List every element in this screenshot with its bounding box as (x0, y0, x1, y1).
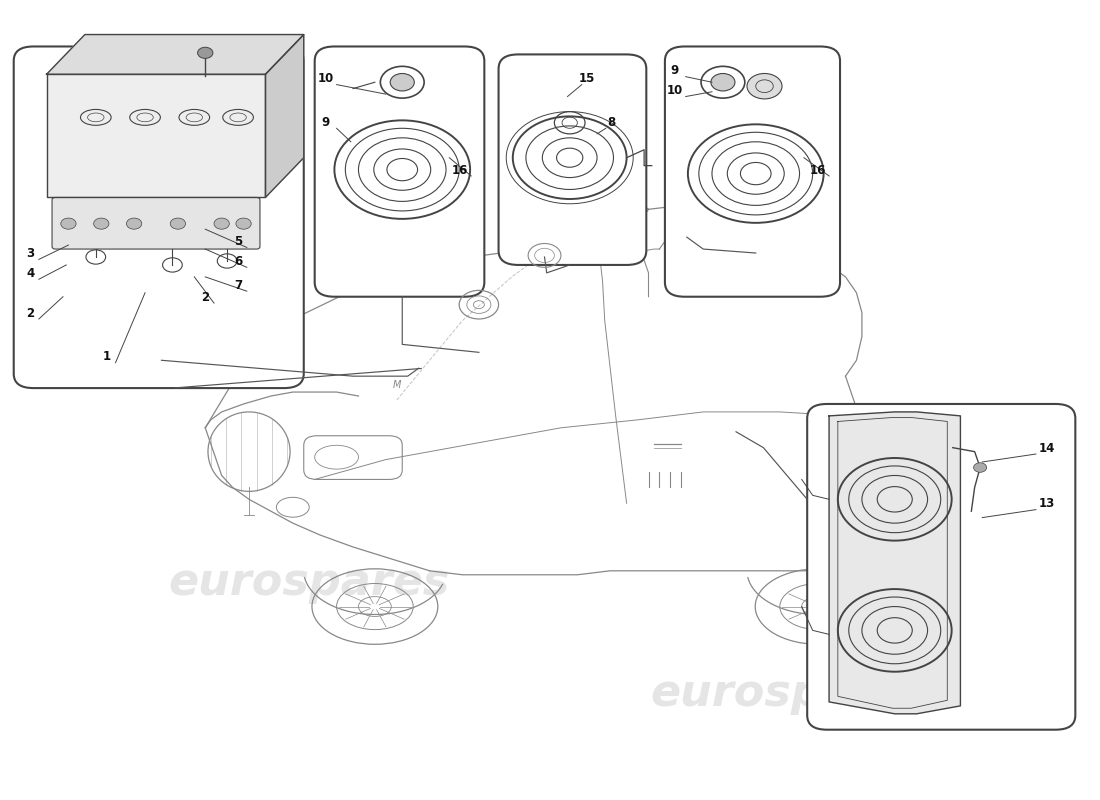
Text: eurospares: eurospares (168, 562, 450, 604)
Text: 3: 3 (26, 247, 34, 260)
Text: 8: 8 (607, 116, 615, 129)
Circle shape (126, 218, 142, 229)
Text: eurospares: eurospares (650, 673, 932, 715)
Text: 15: 15 (579, 72, 595, 86)
Circle shape (747, 74, 782, 99)
Circle shape (170, 218, 186, 229)
FancyBboxPatch shape (13, 46, 304, 388)
Text: 9: 9 (321, 116, 330, 129)
Circle shape (214, 218, 229, 229)
Text: 14: 14 (1038, 442, 1055, 454)
Text: 1: 1 (102, 350, 111, 363)
Text: 2: 2 (26, 306, 34, 319)
Circle shape (60, 218, 76, 229)
Text: 9: 9 (671, 64, 679, 78)
Text: 5: 5 (234, 235, 242, 248)
Text: M: M (393, 380, 402, 390)
Text: 10: 10 (318, 72, 333, 86)
Polygon shape (46, 74, 265, 198)
Polygon shape (265, 34, 304, 198)
Text: 16: 16 (810, 163, 826, 177)
Polygon shape (829, 412, 960, 714)
Polygon shape (46, 34, 304, 74)
Circle shape (235, 218, 251, 229)
Text: 13: 13 (1038, 498, 1055, 510)
Text: 16: 16 (452, 163, 469, 177)
FancyBboxPatch shape (315, 46, 484, 297)
Circle shape (198, 47, 213, 58)
Circle shape (390, 74, 415, 91)
Circle shape (711, 74, 735, 91)
Text: 4: 4 (26, 267, 34, 280)
Circle shape (94, 218, 109, 229)
FancyBboxPatch shape (498, 54, 647, 265)
FancyBboxPatch shape (807, 404, 1076, 730)
Text: 2: 2 (201, 290, 209, 304)
FancyBboxPatch shape (664, 46, 840, 297)
Text: 10: 10 (667, 84, 683, 97)
FancyBboxPatch shape (52, 198, 260, 249)
Circle shape (974, 462, 987, 472)
Text: 6: 6 (234, 255, 242, 268)
Text: 7: 7 (234, 278, 242, 292)
